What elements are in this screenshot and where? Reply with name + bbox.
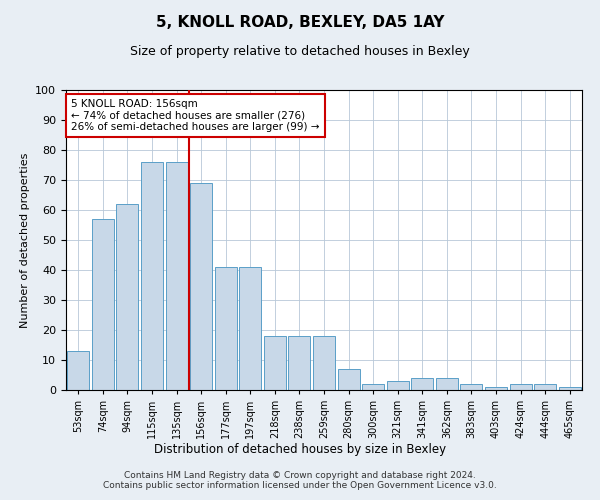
Bar [534, 384, 556, 390]
Bar [411, 378, 433, 390]
Bar [362, 384, 384, 390]
Bar [141, 162, 163, 390]
Bar [166, 162, 188, 390]
Bar [67, 351, 89, 390]
Bar [264, 336, 286, 390]
Bar [436, 378, 458, 390]
Bar [485, 387, 507, 390]
Bar [116, 204, 139, 390]
Bar [338, 369, 359, 390]
Bar [460, 384, 482, 390]
Bar [386, 381, 409, 390]
Y-axis label: Number of detached properties: Number of detached properties [20, 152, 30, 328]
Text: 5 KNOLL ROAD: 156sqm
← 74% of detached houses are smaller (276)
26% of semi-deta: 5 KNOLL ROAD: 156sqm ← 74% of detached h… [71, 99, 320, 132]
Bar [559, 387, 581, 390]
Bar [190, 183, 212, 390]
Bar [313, 336, 335, 390]
Bar [509, 384, 532, 390]
Bar [239, 267, 262, 390]
Text: Contains HM Land Registry data © Crown copyright and database right 2024.
Contai: Contains HM Land Registry data © Crown c… [103, 470, 497, 490]
Text: Size of property relative to detached houses in Bexley: Size of property relative to detached ho… [130, 45, 470, 58]
Text: 5, KNOLL ROAD, BEXLEY, DA5 1AY: 5, KNOLL ROAD, BEXLEY, DA5 1AY [156, 15, 444, 30]
Bar [92, 219, 114, 390]
Bar [289, 336, 310, 390]
Bar [215, 267, 237, 390]
Text: Distribution of detached houses by size in Bexley: Distribution of detached houses by size … [154, 442, 446, 456]
